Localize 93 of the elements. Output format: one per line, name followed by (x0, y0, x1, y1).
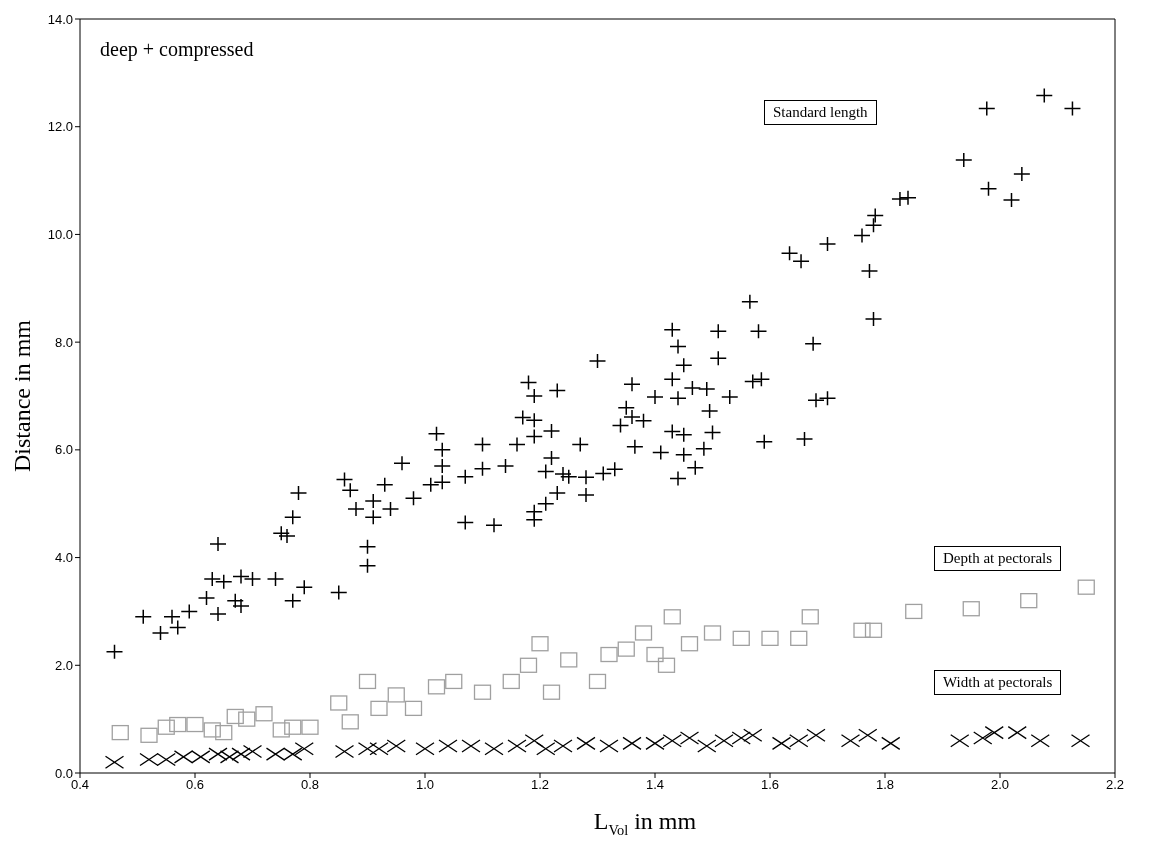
x-tick-label: 1.2 (530, 777, 550, 793)
point (370, 700, 388, 717)
point (203, 722, 221, 738)
point (801, 609, 819, 625)
point (864, 622, 883, 638)
point (111, 724, 129, 741)
point (387, 687, 405, 703)
y-tick-label: 4.0 (54, 550, 73, 566)
point (657, 657, 676, 673)
point (358, 673, 377, 690)
point (484, 742, 504, 756)
point (231, 747, 251, 761)
point (1020, 593, 1038, 609)
point (238, 711, 256, 727)
point (215, 724, 233, 741)
point (169, 716, 187, 733)
point (519, 657, 538, 673)
x-tick-label: 1.0 (415, 777, 435, 793)
point (881, 736, 901, 751)
point (502, 673, 520, 690)
point (732, 630, 750, 647)
point (284, 719, 302, 735)
x-tick-label: 0.4 (70, 777, 90, 793)
point (806, 728, 826, 742)
point (140, 727, 158, 743)
y-tick-label: 0.0 (54, 765, 73, 781)
point (984, 725, 1004, 740)
point (341, 714, 359, 730)
point (438, 739, 458, 753)
x-tick-label: 1.4 (645, 777, 665, 793)
point (600, 646, 618, 663)
y-tick-label: 14.0 (47, 11, 73, 27)
point (334, 744, 355, 759)
point (445, 673, 463, 690)
point (1007, 725, 1027, 740)
series-label: Depth at pectorals (934, 546, 1062, 571)
point (905, 603, 923, 620)
point (617, 641, 635, 657)
point (588, 673, 607, 690)
point (415, 742, 435, 756)
point (524, 734, 544, 748)
y-axis-title: Distance in mm (8, 319, 36, 472)
point (973, 731, 993, 745)
point (853, 622, 871, 638)
point (743, 728, 763, 742)
point (560, 652, 578, 668)
point (761, 630, 779, 647)
point (330, 695, 348, 711)
point (962, 601, 980, 617)
point (697, 739, 717, 753)
point (576, 736, 596, 751)
point (680, 636, 699, 652)
text: Standard length (764, 100, 877, 125)
x-tick-label: 2.0 (990, 777, 1010, 793)
point (294, 742, 314, 756)
point (186, 716, 204, 733)
point (950, 734, 970, 748)
x-tick-label: 0.6 (185, 777, 205, 793)
y-tick-label: 12.0 (47, 119, 73, 135)
x-axis-title: L$_{Vol}$ in mm (592, 808, 698, 839)
y-tick-label: 6.0 (54, 442, 73, 458)
point (272, 722, 290, 738)
text: deep + compressed (100, 38, 254, 61)
point (646, 646, 664, 663)
point (531, 636, 549, 652)
point (242, 744, 263, 759)
y-tick-label: 2.0 (54, 657, 73, 673)
point (663, 609, 681, 625)
text: Width at pectorals (934, 670, 1062, 695)
point (858, 728, 878, 742)
point (255, 706, 273, 722)
x-tick-label: 2.2 (1105, 777, 1125, 793)
point (301, 719, 319, 735)
point (622, 736, 642, 751)
point (226, 708, 244, 725)
point (473, 684, 492, 700)
point (1077, 579, 1095, 595)
y-tick-label: 10.0 (47, 227, 73, 243)
point (599, 739, 619, 753)
point (461, 739, 481, 753)
point (404, 700, 423, 717)
point (790, 630, 808, 647)
point (1030, 734, 1050, 748)
x-tick-label: 1.8 (875, 777, 895, 793)
point (542, 684, 561, 700)
x-tick-label: 1.6 (760, 777, 780, 793)
point (634, 625, 653, 641)
y-tick-label: 8.0 (54, 334, 73, 350)
point (427, 679, 446, 695)
point (507, 739, 527, 753)
point (157, 719, 175, 735)
x-tick-label: 0.8 (300, 777, 320, 793)
point (703, 625, 722, 641)
